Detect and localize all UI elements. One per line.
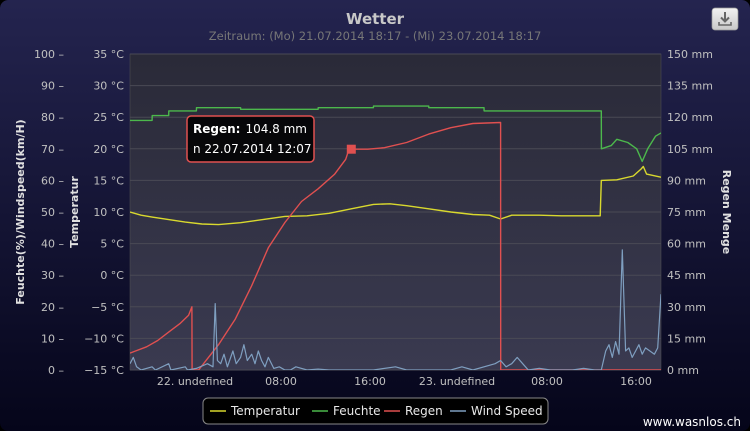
feuchte-axis-labels: 100 – 90 – 80 – 70 – 60 – 50 – 40 – 30 – 20 – 10 …	[34, 48, 64, 377]
y-tick-label: 60 –	[41, 174, 64, 187]
x-tick-label: 16:00	[354, 375, 386, 388]
legend-item-wind-speed[interactable]: Wind Speed	[450, 404, 543, 418]
series-temperatur[interactable]	[130, 165, 661, 226]
y-tick-label: 10 °C	[93, 206, 124, 219]
tooltip-line-1: Regen: 104.8 mm	[193, 122, 307, 136]
legend-label: Wind Speed	[471, 404, 543, 418]
legend-item-feuchte[interactable]: Feuchte	[312, 404, 381, 418]
credits-link[interactable]: www.wasnlos.ch	[643, 415, 741, 429]
y-tick-label: 20 °C	[93, 143, 124, 156]
x-tick-label: 08:00	[531, 375, 563, 388]
legend-item-regen[interactable]: Regen	[384, 404, 443, 418]
y-tick-label: 80 –	[41, 111, 64, 124]
y-tick-label: 30 –	[41, 269, 64, 282]
y-tick-label: −5 °C	[91, 301, 124, 314]
y-tick-label: 50 –	[41, 206, 64, 219]
y-tick-label: 5 °C	[100, 238, 124, 251]
chart-title: Wetter	[346, 10, 405, 28]
legend-label: Regen	[405, 404, 443, 418]
regen-axis-title: Regen Menge	[720, 170, 733, 255]
tooltip-box	[186, 115, 315, 163]
tooltip-value: 104.8 mm	[245, 122, 307, 136]
temperatur-axis-title: Temperatur	[68, 176, 81, 248]
x-tick-label: 08:00	[265, 375, 297, 388]
y-tick-label: 60 mm	[667, 238, 706, 251]
y-tick-label: −15 °C	[84, 364, 124, 377]
tooltip-label: Regen:	[193, 122, 240, 136]
x-tick-label: 23. undefined	[419, 375, 495, 388]
y-tick-label: 10 –	[41, 332, 64, 345]
y-tick-label: 15 mm	[667, 332, 706, 345]
y-tick-label: 150 mm	[667, 48, 713, 61]
y-tick-label: 30 mm	[667, 301, 706, 314]
x-tick-label: 22. undefined	[157, 375, 233, 388]
y-tick-label: 0 mm	[667, 364, 699, 377]
y-tick-label: 75 mm	[667, 206, 706, 219]
y-tick-label: 90 mm	[667, 174, 706, 187]
tooltip-marker	[346, 144, 356, 154]
y-tick-label: 45 mm	[667, 269, 706, 282]
series-layer	[130, 105, 661, 371]
y-tick-label: 20 –	[41, 301, 64, 314]
download-icon	[718, 12, 732, 26]
series-wind-speed[interactable]	[130, 249, 661, 370]
y-tick-label: −10 °C	[84, 332, 124, 345]
y-tick-label: 135 mm	[667, 80, 713, 93]
y-tick-label: 105 mm	[667, 143, 713, 156]
y-tick-label: 0 °C	[100, 269, 124, 282]
y-tick-label: 0 –	[48, 364, 64, 377]
series-feuchte[interactable]	[130, 105, 661, 163]
export-button[interactable]	[711, 7, 739, 31]
y-tick-label: 90 –	[41, 80, 64, 93]
regen-axis-labels: 150 mm 135 mm 120 mm 105 mm 90 mm 75 mm 60 mm 4…	[667, 48, 713, 377]
y-tick-label: 25 °C	[93, 111, 124, 124]
y-tick-label: 40 –	[41, 238, 64, 251]
temperatur-axis-labels: 35 °C 30 °C 25 °C 20 °C 15 °C 10 °C 5 °C 0 °C −5…	[84, 48, 124, 377]
x-axis-labels: 22. undefined 08:00 16:00 23. undefined 08:0…	[157, 375, 652, 388]
chart-subtitle: Zeitraum: (Mo) 21.07.2014 18:17 - (Mi) 2…	[209, 29, 542, 43]
y-tick-label: 100 –	[34, 48, 64, 61]
tooltip-time: n 22.07.2014 12:07	[193, 142, 312, 156]
x-tick-label: 16:00	[620, 375, 652, 388]
series-regen[interactable]	[130, 121, 661, 371]
y-tick-label: 70 –	[41, 143, 64, 156]
y-tick-label: 15 °C	[93, 174, 124, 187]
y-tick-label: 120 mm	[667, 111, 713, 124]
feuchte-axis-title: Feuchte(%)/Windspeed(km/H)	[14, 119, 27, 304]
legend-item-temperatur[interactable]: Temperatur	[210, 404, 300, 418]
y-tick-label: 35 °C	[93, 48, 124, 61]
y-tick-label: 30 °C	[93, 80, 124, 93]
grid-lines	[130, 53, 661, 371]
legend: Temperatur Feuchte Regen Wind Speed	[202, 397, 549, 425]
legend-label: Temperatur	[230, 404, 300, 418]
legend-label: Feuchte	[333, 404, 381, 418]
tooltip: Regen: 104.8 mm n 22.07.2014 12:07	[186, 115, 356, 163]
